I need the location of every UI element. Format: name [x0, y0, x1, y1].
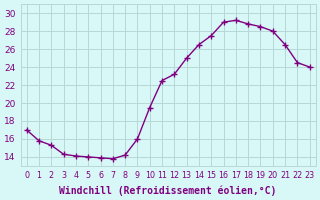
X-axis label: Windchill (Refroidissement éolien,°C): Windchill (Refroidissement éolien,°C)	[60, 185, 277, 196]
